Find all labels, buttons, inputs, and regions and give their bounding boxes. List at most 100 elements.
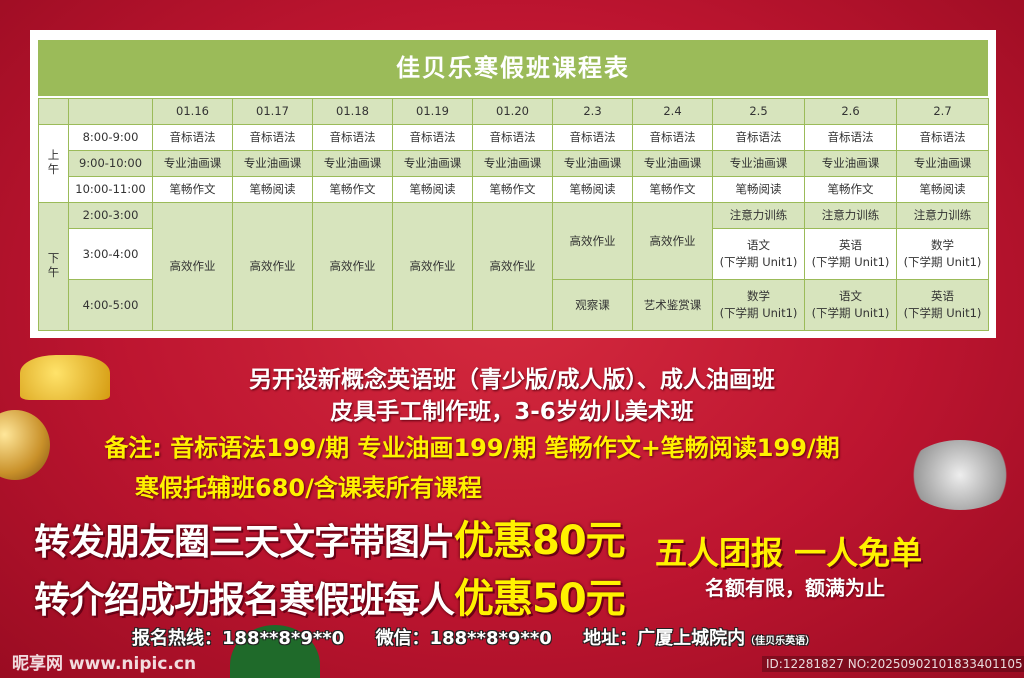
course-cell: 注意力训练 bbox=[896, 202, 989, 229]
table-row: 上午 8:00-9:00 音标语法 音标语法 音标语法 音标语法 音标语法 音标语法 音标语法音… bbox=[38, 124, 989, 203]
course-cell: 专业油画课 bbox=[232, 150, 313, 177]
course-cell: 音标语法 bbox=[632, 124, 713, 151]
date-header: 2.4 bbox=[632, 98, 713, 125]
course-cell: 高效作业 bbox=[392, 202, 473, 331]
date-header: 01.19 bbox=[392, 98, 473, 125]
course-cell: 音标语法 bbox=[896, 124, 989, 151]
course-note: (下学期 Unit1) bbox=[903, 255, 982, 269]
course-cell: 注意力训练 bbox=[712, 202, 805, 229]
course-cell: 音标语法 bbox=[472, 124, 553, 151]
contact-footer: 报名热线：188**8*9**0 微信：188**8*9**0 地址：广厦上城院… bbox=[132, 628, 815, 653]
table-row: 01.16 01.17 01.18 01.19 01.20 2.3 2.4 2.5 2.6 2.7 bbox=[38, 98, 989, 125]
course-cell: 高效作业 bbox=[232, 202, 313, 331]
course-cell: 专业油画课 bbox=[392, 150, 473, 177]
time-slot: 8:00-9:00 bbox=[68, 124, 153, 151]
address: 地址：广厦上城院内 bbox=[583, 628, 746, 649]
course-cell: 音标语法 bbox=[712, 124, 805, 151]
course-note: (下学期 Unit1) bbox=[811, 255, 890, 269]
offer-2: 转介绍成功报名寒假班每人优惠50元 bbox=[34, 566, 626, 624]
course-cell: 笔畅阅读 bbox=[392, 176, 473, 203]
course-cell: 笔畅作文 bbox=[312, 176, 393, 203]
course-cell: 音标语法 bbox=[392, 124, 473, 151]
course-cell: 观察课 bbox=[552, 279, 633, 331]
table-row: 4:00-5:00 观察课 艺术鉴赏课 数学 (下学期 Unit1) 语文 (下学期 Uni… bbox=[39, 279, 989, 331]
course-note: (下学期 Unit1) bbox=[719, 255, 798, 269]
course-cell: 专业油画课 bbox=[632, 150, 713, 177]
limited-notice: 名额有限，额满为止 bbox=[705, 576, 885, 600]
course-cell: 音标语法 bbox=[804, 124, 897, 151]
course-name: 语文 bbox=[747, 238, 770, 253]
date-header: 01.17 bbox=[232, 98, 313, 125]
course-cell: 笔畅阅读 bbox=[712, 176, 805, 203]
course-note: (下学期 Unit1) bbox=[811, 306, 890, 320]
course-cell: 高效作业 bbox=[632, 202, 713, 280]
course-name: 英语 bbox=[931, 289, 954, 304]
course-cell: 数学 (下学期 Unit1) bbox=[712, 279, 805, 331]
address-note: （佳贝乐英语） bbox=[745, 636, 816, 647]
course-cell: 音标语法 bbox=[232, 124, 313, 151]
course-cell: 高效作业 bbox=[312, 202, 393, 331]
course-cell: 笔畅作文 bbox=[472, 176, 553, 203]
offer-1: 转发朋友圈三天文字带图片优惠80元 bbox=[34, 508, 626, 566]
time-slot: 10:00-11:00 bbox=[68, 176, 153, 203]
course-cell: 专业油画课 bbox=[552, 150, 633, 177]
course-name: 数学 bbox=[747, 289, 770, 304]
course-name: 数学 bbox=[931, 238, 954, 253]
header-blank bbox=[68, 98, 153, 125]
watermark-id: ID:12281827 NO:20250902101833401105 bbox=[762, 656, 1024, 673]
morning-label: 上午 bbox=[38, 124, 69, 203]
course-cell: 英语 (下学期 Unit1) bbox=[896, 279, 989, 331]
date-header: 01.18 bbox=[312, 98, 393, 125]
course-cell: 笔畅阅读 bbox=[896, 176, 989, 203]
schedule-title: 佳贝乐寒假班课程表 bbox=[38, 40, 988, 96]
course-cell: 笔畅作文 bbox=[632, 176, 713, 203]
time-slot: 2:00-3:00 bbox=[68, 202, 153, 229]
time-slot: 4:00-5:00 bbox=[68, 279, 153, 331]
header-blank bbox=[38, 98, 69, 125]
promo-line-2: 皮具手工制作班，3-6岁幼儿美术班 bbox=[330, 399, 694, 425]
course-name: 语文 bbox=[839, 289, 862, 304]
date-header: 01.20 bbox=[472, 98, 553, 125]
offer-1-text: 转发朋友圈三天文字带图片 bbox=[34, 522, 455, 563]
course-cell: 高效作业 bbox=[472, 202, 553, 331]
course-cell: 高效作业 bbox=[552, 202, 633, 280]
course-cell: 艺术鉴赏课 bbox=[632, 279, 713, 331]
date-header: 2.7 bbox=[896, 98, 989, 125]
time-slot: 9:00-10:00 bbox=[68, 150, 153, 177]
promo-line-1: 另开设新概念英语班（青少版/成人版）、成人油画班 bbox=[249, 367, 775, 393]
offer-2-text: 转介绍成功报名寒假班每人 bbox=[34, 580, 455, 621]
course-cell: 注意力训练 bbox=[804, 202, 897, 229]
course-cell: 高效作业 bbox=[152, 202, 233, 331]
table-row: 9:00-10:00 专业油画课 专业油画课 专业油画课 专业油画课 专业油画课 专业油画课… bbox=[39, 150, 989, 177]
group-offer: 五人团报 一人免单 bbox=[655, 534, 923, 572]
course-cell: 音标语法 bbox=[552, 124, 633, 151]
wechat: 微信：188**8*9**0 bbox=[375, 628, 552, 649]
course-cell: 笔畅阅读 bbox=[552, 176, 633, 203]
course-cell: 笔畅阅读 bbox=[232, 176, 313, 203]
bell-decoration bbox=[20, 355, 110, 400]
date-header: 01.16 bbox=[152, 98, 233, 125]
course-cell: 笔畅作文 bbox=[152, 176, 233, 203]
table-row: 下午 2:00-3:00 高效作业 高效作业 高效作业 高效作业 高效作业 高效作业 高效作业注… bbox=[38, 202, 989, 331]
date-header: 2.5 bbox=[712, 98, 805, 125]
schedule-table: 01.16 01.17 01.18 01.19 01.20 2.3 2.4 2.5 2.6 2.7… bbox=[38, 98, 989, 331]
offer-2-value: 优惠50元 bbox=[454, 576, 626, 622]
hotline: 报名热线：188**8*9**0 bbox=[132, 628, 345, 649]
snowflake-decoration bbox=[905, 440, 1015, 510]
table-row: 10:00-11:00 笔畅作文 笔畅阅读 笔畅作文 笔畅阅读 笔畅作文 笔畅阅读 笔畅作文笔… bbox=[39, 176, 989, 203]
time-slot: 3:00-4:00 bbox=[68, 228, 153, 280]
course-cell: 音标语法 bbox=[152, 124, 233, 151]
course-cell: 英语 (下学期 Unit1) bbox=[804, 228, 897, 280]
course-cell: 专业油画课 bbox=[152, 150, 233, 177]
afternoon-label: 下午 bbox=[38, 202, 69, 331]
course-cell: 数学 (下学期 Unit1) bbox=[896, 228, 989, 280]
watermark-site: 昵享网 www.nipic.cn bbox=[12, 654, 197, 674]
course-cell: 笔畅作文 bbox=[804, 176, 897, 203]
offer-1-value: 优惠80元 bbox=[454, 518, 626, 564]
price-note: 备注: 音标语法199/期 专业油画199/期 笔畅作文+笔畅阅读199/期 bbox=[104, 434, 840, 462]
date-header: 2.6 bbox=[804, 98, 897, 125]
course-cell: 音标语法 bbox=[312, 124, 393, 151]
course-cell: 专业油画课 bbox=[712, 150, 805, 177]
table-row: 3:00-4:00 语文 (下学期 Unit1) 英语 (下学期 Unit1) 数学 (下学… bbox=[39, 228, 989, 280]
